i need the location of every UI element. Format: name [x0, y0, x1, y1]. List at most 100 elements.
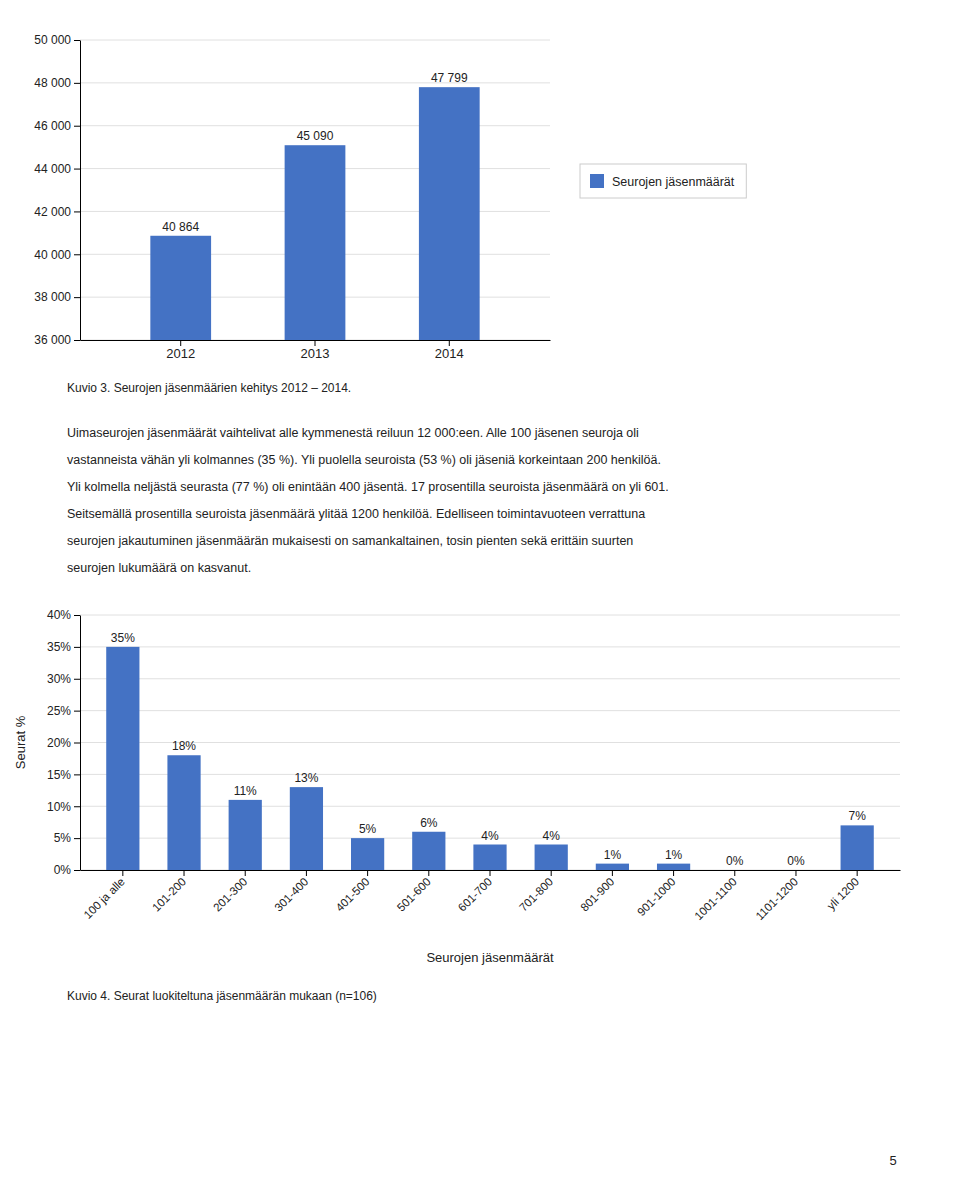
tick-mark [245, 870, 246, 876]
tick-mark [74, 40, 80, 41]
tick-label: 701-800 [517, 875, 555, 913]
tick-mark [184, 870, 185, 876]
tick-label: 15% [47, 768, 71, 782]
paragraph-line: seurojen jakautuminen jäsenmäärän mukais… [67, 534, 633, 548]
tick: 25% [47, 704, 80, 718]
tick-mark [74, 83, 80, 84]
tick: 5% [54, 831, 80, 845]
tick-label: 901-1000 [635, 875, 678, 918]
legend-frame [580, 164, 746, 198]
tick: 36 000 [34, 333, 80, 347]
tick-label: yli 1200 [825, 875, 862, 912]
data-label: 1% [665, 848, 683, 862]
tick-label: 38 000 [34, 290, 71, 304]
data-labels: 40 864 45 090 47 799 [162, 71, 468, 234]
tick-mark [367, 870, 368, 876]
tick-mark [551, 870, 552, 876]
data-label: 18% [172, 739, 196, 753]
tick: 2014 [435, 340, 464, 361]
bar [473, 845, 506, 871]
tick: 1001-1100 [692, 870, 739, 922]
tick-mark [734, 870, 735, 876]
tick-label: 20% [47, 736, 71, 750]
data-label: 6% [420, 816, 438, 830]
tick: 100 ja alle [81, 870, 127, 921]
tick-label: 44 000 [34, 162, 71, 176]
tick-mark [428, 870, 429, 876]
y-axis: 0%5%10%15%20%25%30%35%40% [47, 608, 81, 877]
grid-line [80, 678, 900, 679]
tick-mark [74, 340, 80, 341]
tick-mark [74, 774, 80, 775]
tick-mark [74, 647, 80, 648]
tick-mark [74, 169, 80, 170]
tick-mark [449, 340, 450, 346]
data-label: 40 864 [162, 220, 199, 234]
page: 36 00038 00040 00042 00044 00046 00048 0… [0, 0, 960, 1193]
tick: 2013 [301, 340, 330, 361]
bar [150, 236, 211, 340]
tick: yli 1200 [825, 870, 862, 912]
tick-label: 10% [47, 800, 71, 814]
grid-line [80, 615, 900, 616]
bar [285, 145, 346, 340]
tick-mark [74, 126, 80, 127]
tick-label: 2014 [435, 346, 464, 361]
tick: 301-400 [272, 870, 310, 914]
tick-mark [180, 340, 181, 346]
text-block: Uimaseurojen jäsenmäärät vaihtelivat all… [67, 426, 669, 575]
tick-label: 5% [54, 831, 72, 845]
tick-label: 40 000 [34, 248, 71, 262]
legend-entry: Seurojen jäsenmäärät [612, 175, 735, 189]
tick-label: 0% [54, 863, 72, 877]
tick-label: 100 ja alle [81, 875, 127, 921]
tick: 0% [54, 863, 80, 877]
bar [229, 800, 262, 870]
tick: 701-800 [517, 870, 555, 914]
bar [718, 870, 751, 871]
tick-label: 36 000 [34, 333, 71, 347]
bar [779, 870, 812, 871]
bar [535, 845, 568, 871]
tick-mark [74, 297, 80, 298]
axis-line [80, 616, 81, 871]
data-label: 45 090 [297, 129, 334, 143]
tick-mark [74, 711, 80, 712]
tick-label: 201-300 [211, 875, 249, 913]
tick: 10% [47, 800, 80, 814]
tick: 801-900 [578, 870, 616, 914]
tick-label: 801-900 [578, 875, 616, 913]
tick: 30% [47, 672, 80, 686]
data-label: 11% [234, 784, 257, 798]
tick-label: 35% [47, 640, 71, 654]
grid-line [80, 646, 900, 647]
tick-label: 30% [47, 672, 71, 686]
tick-mark [612, 870, 613, 876]
tick: 901-1000 [635, 870, 678, 918]
tick: 46 000 [34, 119, 80, 133]
tick-label: 25% [47, 704, 71, 718]
tick-label: 401-500 [333, 875, 371, 913]
grid-line [80, 82, 550, 83]
grid-line [80, 806, 900, 807]
tick-label: 50 000 [34, 33, 71, 47]
data-label: 13% [294, 771, 318, 785]
grid-line [80, 774, 900, 775]
bar [657, 864, 690, 870]
tick-mark [74, 743, 80, 744]
data-label: 5% [359, 822, 377, 836]
tick-label: 2012 [166, 346, 195, 361]
tick-mark [795, 870, 796, 876]
tick: 601-700 [456, 870, 494, 914]
data-label: 47 799 [431, 71, 468, 85]
legend: Seurojen jäsenmäärät [580, 164, 746, 198]
tick-label: 1001-1100 [692, 875, 739, 922]
legend-swatch [590, 174, 604, 188]
tick-mark [74, 211, 80, 212]
caption: Kuvio 3. Seurojen jäsenmäärien kehitys 2… [67, 381, 351, 395]
tick: 44 000 [34, 162, 80, 176]
tick-mark [673, 870, 674, 876]
tick: 401-500 [333, 870, 371, 914]
y-axis: 36 00038 00040 00042 00044 00046 00048 0… [34, 33, 80, 347]
paragraph-line: vastanneista vähän yli kolmannes (35 %).… [67, 453, 661, 467]
